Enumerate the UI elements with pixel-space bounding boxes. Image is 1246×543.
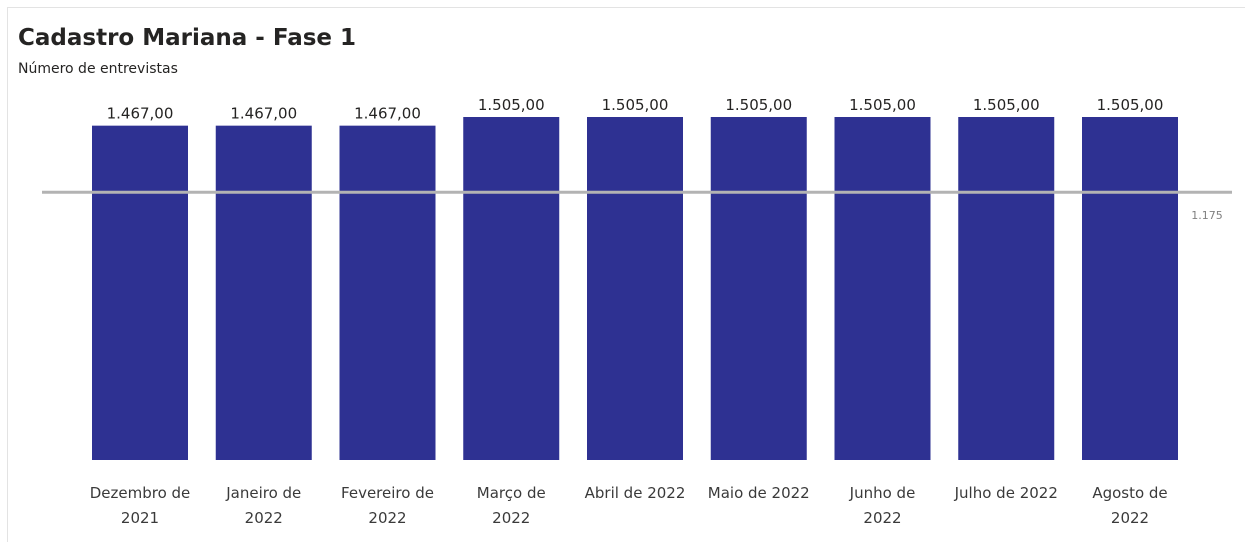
chart-subtitle: Número de entrevistas [18, 61, 178, 77]
bar-1[interactable] [92, 125, 188, 460]
reference-line-label: 1.175 [1191, 209, 1223, 222]
x-tick-label-6: Maio de 2022 [708, 484, 810, 502]
bar-5[interactable] [587, 117, 683, 460]
bar-8[interactable] [958, 117, 1055, 460]
data-label-5: 1.505,00 [602, 96, 669, 114]
chart-card [7, 7, 1245, 542]
x-tick-label-9: Agosto de 2022 [1092, 484, 1167, 527]
x-tick-label-5: Abril de 2022 [585, 484, 686, 502]
x-tick-label-3: Fevereiro de 2022 [341, 484, 434, 527]
x-tick-label-2: Janeiro de 2022 [225, 484, 301, 527]
bar-3[interactable] [339, 125, 436, 460]
data-label-9: 1.505,00 [1097, 96, 1164, 114]
x-tick-label-1: Dezembro de 2021 [90, 484, 191, 527]
chart-title: Cadastro Mariana - Fase 1 [18, 25, 357, 51]
data-label-8: 1.505,00 [973, 96, 1040, 114]
data-label-1: 1.467,00 [107, 105, 174, 123]
data-label-6: 1.505,00 [725, 96, 792, 114]
bar-6[interactable] [710, 117, 807, 460]
data-label-4: 1.505,00 [478, 96, 545, 114]
x-tick-label-7: Junho de 2022 [849, 484, 916, 527]
data-label-3: 1.467,00 [354, 105, 421, 123]
data-label-7: 1.505,00 [849, 96, 916, 114]
bar-9[interactable] [1082, 117, 1178, 460]
bar-2[interactable] [215, 125, 312, 460]
bar-4[interactable] [463, 117, 560, 460]
bar-7[interactable] [834, 117, 931, 460]
x-tick-label-4: Março de 2022 [477, 484, 546, 527]
data-label-2: 1.467,00 [230, 105, 297, 123]
x-tick-label-8: Julho de 2022 [954, 484, 1058, 502]
